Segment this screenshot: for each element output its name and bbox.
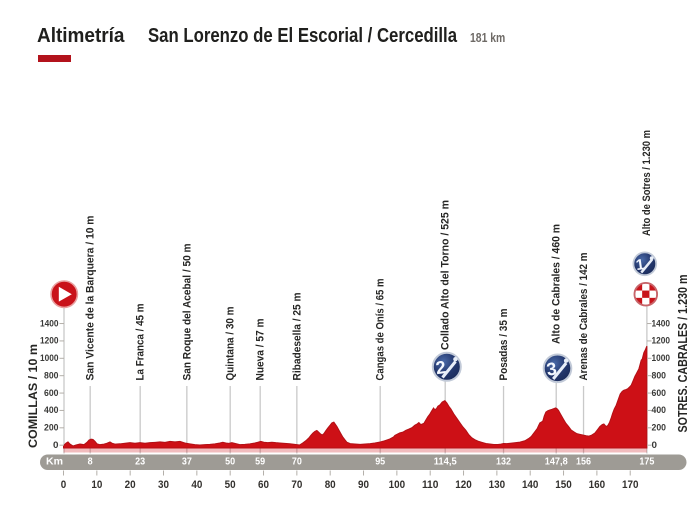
svg-text:95: 95	[375, 456, 385, 467]
svg-text:100: 100	[389, 479, 406, 491]
svg-text:37: 37	[182, 456, 192, 467]
svg-text:Km: Km	[46, 456, 63, 467]
svg-text:San Vicente de la Barquera / 1: San Vicente de la Barquera / 10 m	[85, 215, 97, 380]
svg-text:COMILLAS / 10 m: COMILLAS / 10 m	[26, 344, 40, 448]
svg-text:200: 200	[652, 423, 667, 434]
svg-text:175: 175	[639, 456, 654, 467]
svg-text:110: 110	[422, 479, 439, 491]
svg-text:1000: 1000	[40, 353, 59, 364]
svg-text:114,5: 114,5	[434, 456, 457, 467]
svg-text:90: 90	[358, 479, 369, 491]
svg-text:800: 800	[44, 371, 59, 382]
svg-text:Cangas de Onís / 65 m: Cangas de Onís / 65 m	[375, 278, 387, 380]
svg-text:0: 0	[61, 479, 67, 491]
svg-text:70: 70	[292, 456, 302, 467]
svg-text:132: 132	[496, 456, 511, 467]
svg-text:200: 200	[44, 423, 59, 434]
svg-text:130: 130	[489, 479, 506, 491]
svg-text:Posadas / 35 m: Posadas / 35 m	[498, 308, 510, 380]
svg-text:SOTRES. CABRALES / 1.230 m: SOTRES. CABRALES / 1.230 m	[675, 275, 690, 433]
svg-text:59: 59	[255, 456, 265, 467]
svg-text:1: 1	[635, 256, 646, 274]
svg-text:Quintana / 30 m: Quintana / 30 m	[225, 306, 237, 380]
svg-text:150: 150	[555, 479, 572, 491]
svg-text:La Franca / 45 m: La Franca / 45 m	[135, 303, 147, 380]
svg-text:147,8: 147,8	[545, 456, 568, 467]
svg-text:Nueva / 57 m: Nueva / 57 m	[255, 318, 267, 380]
svg-text:80: 80	[325, 479, 336, 491]
svg-text:1200: 1200	[40, 336, 59, 347]
svg-text:10: 10	[91, 479, 102, 491]
svg-text:0: 0	[53, 440, 59, 451]
svg-text:Arenas de Cabrales / 142 m: Arenas de Cabrales / 142 m	[578, 252, 590, 380]
svg-text:3: 3	[545, 359, 558, 380]
svg-text:156: 156	[576, 456, 591, 467]
svg-text:8: 8	[88, 456, 93, 467]
svg-text:600: 600	[652, 388, 667, 399]
svg-text:400: 400	[652, 405, 667, 416]
svg-text:50: 50	[225, 479, 236, 491]
svg-text:160: 160	[589, 479, 606, 491]
svg-text:140: 140	[522, 479, 539, 491]
svg-text:400: 400	[44, 405, 59, 416]
svg-text:0: 0	[652, 440, 658, 451]
svg-text:50: 50	[225, 456, 235, 467]
svg-text:120: 120	[455, 479, 472, 491]
svg-text:Alto de Cabrales / 460 m: Alto de Cabrales / 460 m	[551, 224, 563, 344]
svg-text:1000: 1000	[652, 353, 671, 364]
svg-text:600: 600	[44, 388, 59, 399]
svg-text:San Roque del Acebal / 50 m: San Roque del Acebal / 50 m	[181, 243, 193, 380]
svg-text:1200: 1200	[652, 336, 671, 347]
svg-text:20: 20	[125, 479, 136, 491]
svg-text:40: 40	[191, 479, 202, 491]
svg-text:170: 170	[622, 479, 639, 491]
svg-text:23: 23	[135, 456, 145, 467]
svg-text:Ribadesella / 25 m: Ribadesella / 25 m	[291, 292, 303, 380]
svg-text:800: 800	[652, 371, 667, 382]
svg-text:Alto de Sotres / 1.230 m: Alto de Sotres / 1.230 m	[641, 130, 653, 236]
svg-text:1400: 1400	[652, 318, 671, 329]
svg-text:70: 70	[291, 479, 302, 491]
svg-text:2: 2	[434, 357, 447, 378]
svg-text:60: 60	[258, 479, 269, 491]
svg-text:Collado Alto del Torno / 525 m: Collado Alto del Torno / 525 m	[440, 200, 452, 350]
svg-text:30: 30	[158, 479, 169, 491]
svg-text:1400: 1400	[40, 318, 59, 329]
